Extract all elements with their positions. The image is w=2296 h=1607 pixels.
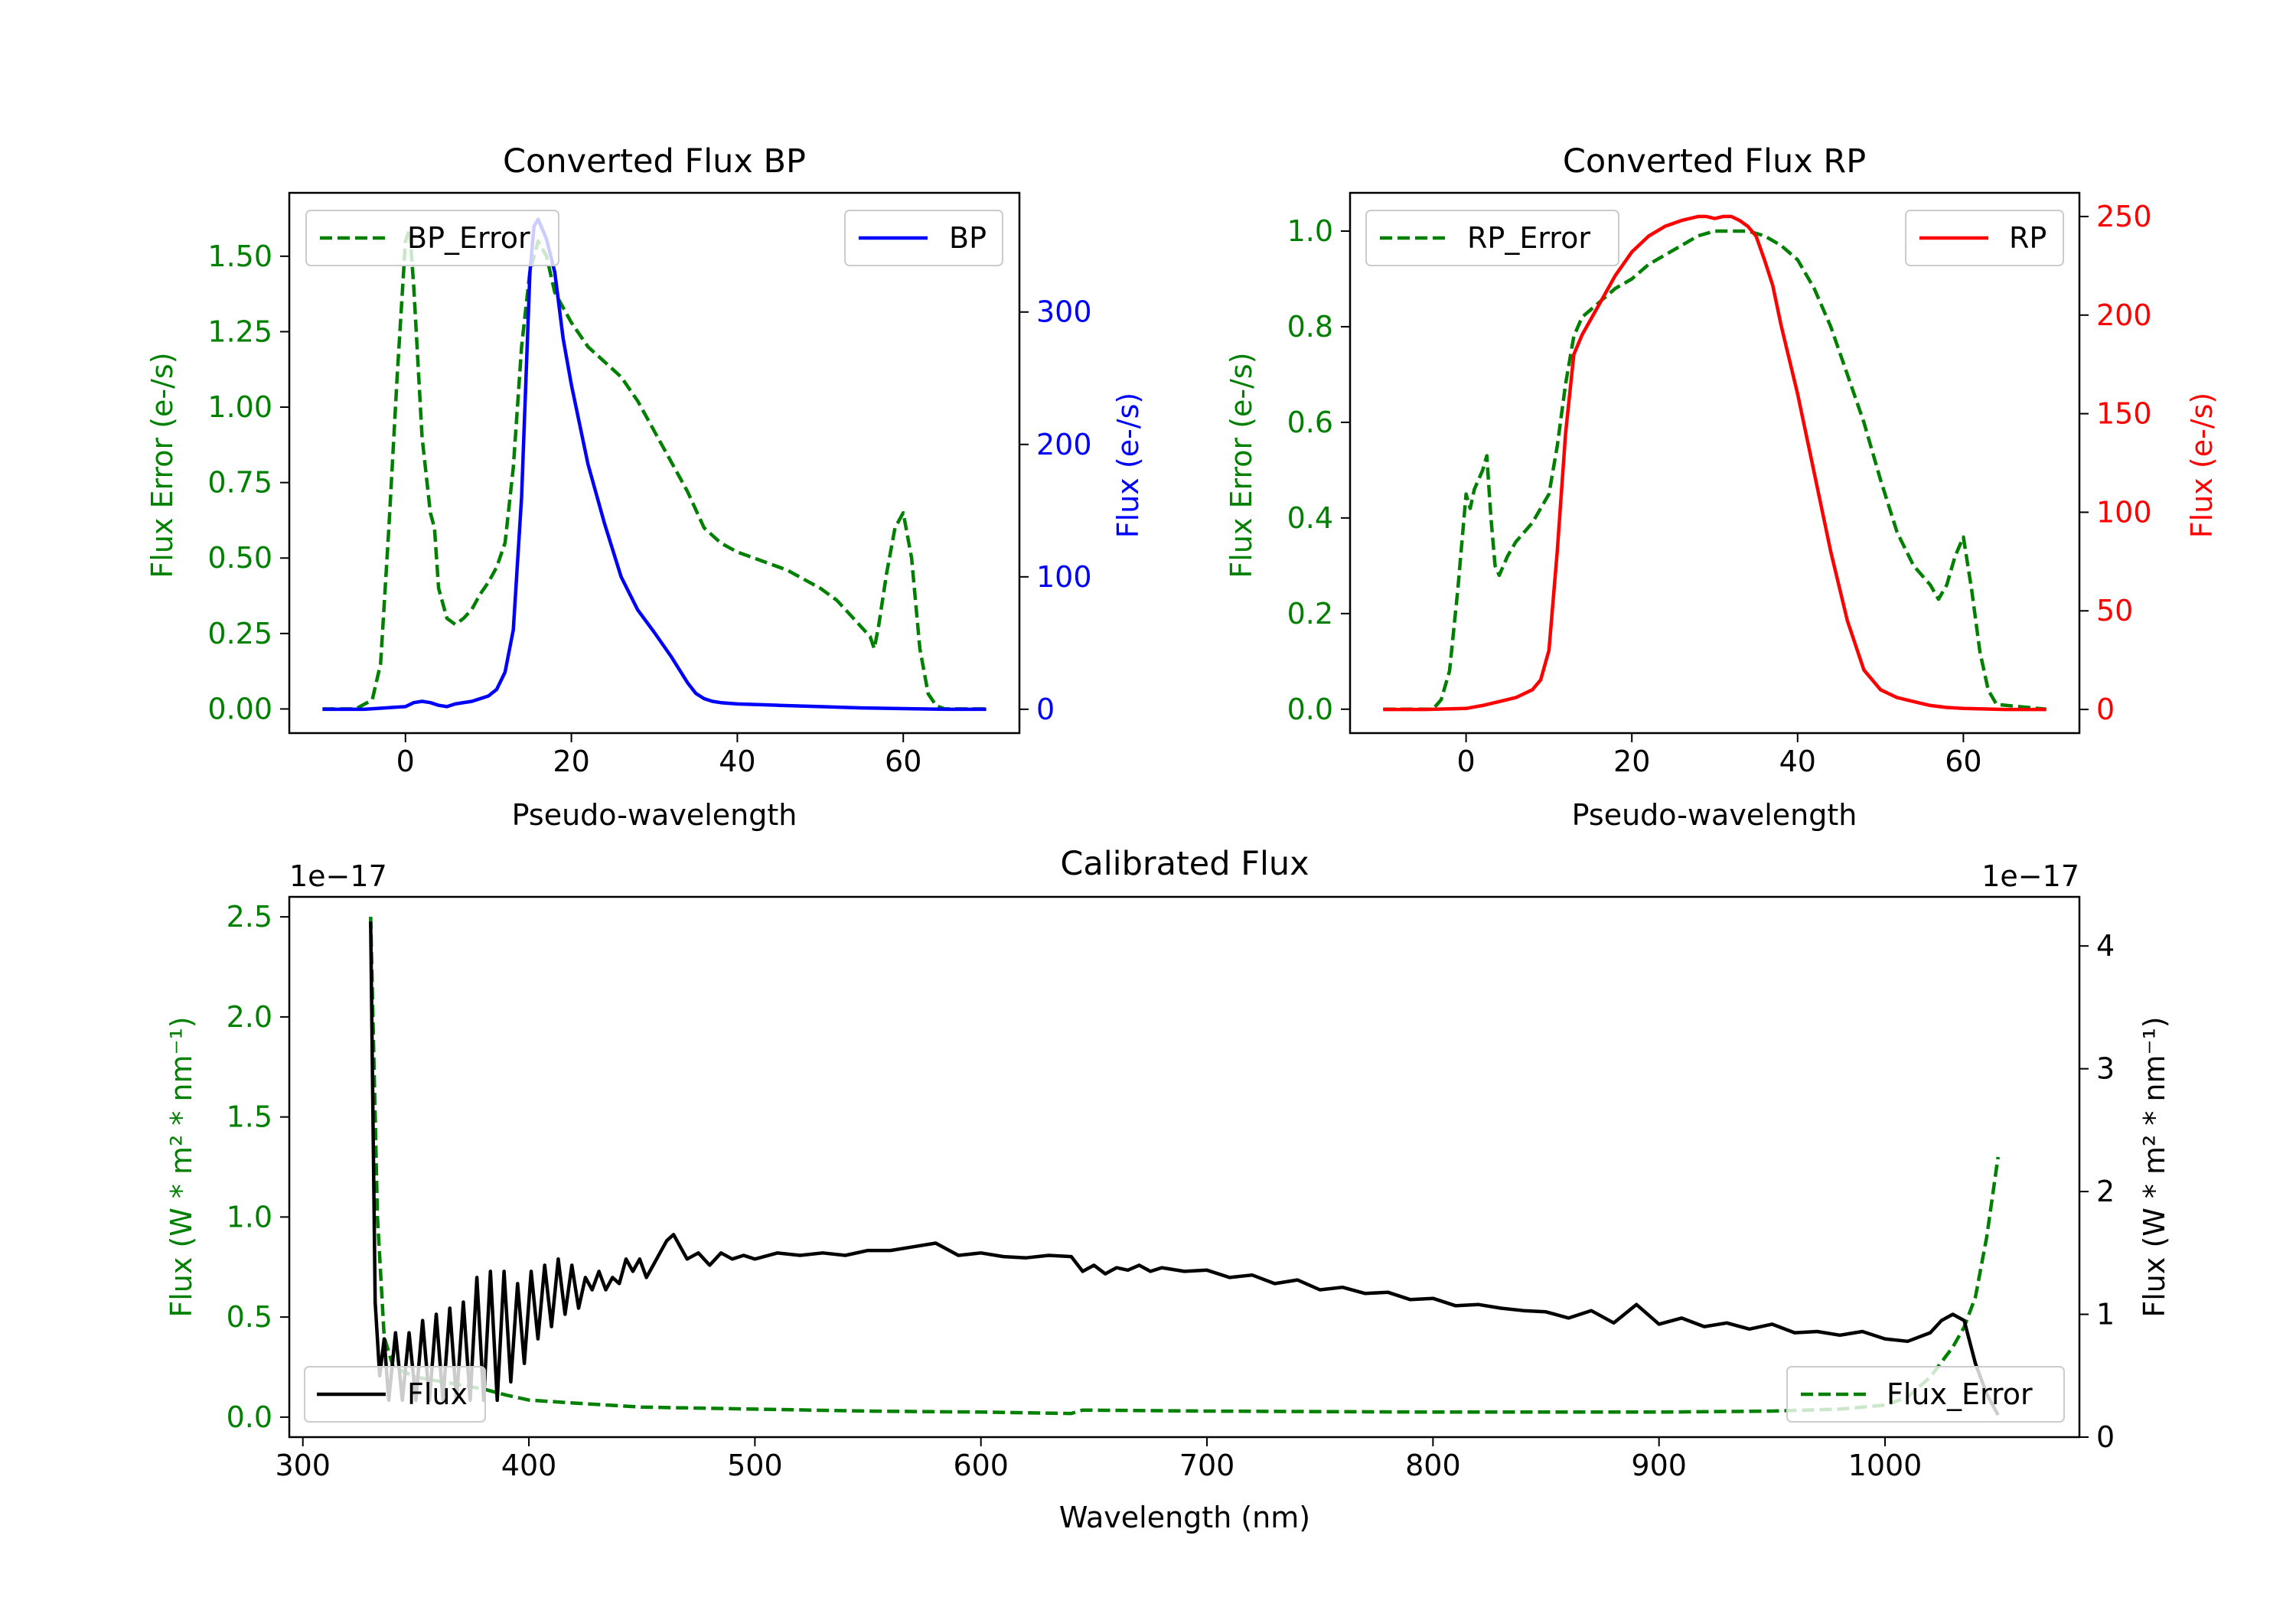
cal-x-tick-label: 800 <box>1405 1449 1461 1482</box>
cal-legend-right-label: Flux_Error <box>1887 1377 2033 1411</box>
bp-y-right-label: Flux (e-/s) <box>1111 393 1145 538</box>
rp-y-left-tick-label: 0.2 <box>1287 597 1333 631</box>
bp-x-tick-label: 40 <box>719 745 755 778</box>
cal-y-right-tick-label: 1 <box>2096 1298 2115 1332</box>
rp-x-tick-label: 20 <box>1613 745 1650 778</box>
bp-series-bp <box>322 217 987 712</box>
cal-y-left-tick-label: 0.5 <box>227 1300 272 1334</box>
cal-y-left-tick-label: 1.5 <box>227 1100 272 1134</box>
bp-y-left-tick-label: 1.00 <box>207 390 272 424</box>
cal-x-tick-label: 900 <box>1631 1449 1687 1482</box>
rp-legend-left: RP_Error <box>1365 210 1619 266</box>
rp-y-right-tick-label: 100 <box>2096 495 2152 529</box>
rp-y-right-tick-label: 250 <box>2096 200 2152 233</box>
rp-y-right-label: Flux (e-/s) <box>2185 393 2219 538</box>
rp-legend-right-label: RP <box>2009 221 2047 255</box>
cal-y-right-tick-label: 4 <box>2096 929 2115 963</box>
rp-x-tick-label: 0 <box>1457 745 1476 778</box>
cal-plot-area: 300 400 500 600 700 800 900 1000 0.0 0.5 1.0 1.5 2.0… <box>227 900 2115 1482</box>
cal-y-left-tick-label: 0.0 <box>227 1400 272 1434</box>
bp-y-left-tick-label: 1.25 <box>207 315 272 348</box>
bp-panel: Converted Flux BP Pseudo-wavelength Flux… <box>145 142 1145 832</box>
cal-legend-left-box <box>304 1366 486 1423</box>
bp-y-right-tick-label: 100 <box>1036 560 1092 594</box>
cal-legend-left-label: Flux <box>407 1377 468 1411</box>
rp-y-right-tick-label: 150 <box>2096 397 2152 431</box>
cal-y-right-tick-label: 2 <box>2096 1175 2115 1208</box>
bp-y-left-tick-label: 0.75 <box>207 466 272 500</box>
bp-x-tick-label: 0 <box>396 745 415 778</box>
cal-x-tick-label: 500 <box>727 1449 783 1482</box>
rp-x-tick-label: 60 <box>1945 745 1981 778</box>
cal-offset-left: 1e−17 <box>289 859 387 893</box>
rp-y-left-tick-label: 0.8 <box>1287 310 1333 344</box>
rp-plot-area: 0 20 40 60 0.0 0.2 0.4 0.6 0.8 1.0 0 50 100 150 200 250 <box>1287 200 2152 778</box>
bp-legend-right-label: BP <box>949 221 987 255</box>
rp-x-label: Pseudo-wavelength <box>1572 798 1857 832</box>
cal-legend-right: Flux_Error <box>1786 1366 2065 1423</box>
bp-series-bp-error <box>322 227 987 711</box>
cal-offset-right: 1e−17 <box>1981 859 2079 893</box>
cal-x-tick-label: 600 <box>953 1449 1009 1482</box>
rp-legend-right: RP <box>1905 210 2064 266</box>
rp-series-rp <box>1383 214 2047 712</box>
bp-plot-area: 0 20 40 60 0.00 0.25 0.50 0.75 1.00 1.25 1.50 0 100 2… <box>207 217 1092 778</box>
bp-y-right-tick-label: 300 <box>1036 295 1092 329</box>
rp-legend-left-box <box>1365 210 1619 266</box>
rp-y-right-tick-label: 200 <box>2096 298 2152 332</box>
bp-legend-left-box <box>305 210 559 266</box>
cal-series-flux <box>369 921 2000 1416</box>
cal-legend-right-box <box>1786 1366 2065 1423</box>
cal-y-left-tick-label: 2.5 <box>227 900 272 934</box>
bp-y-left-tick-label: 0.50 <box>207 541 272 575</box>
rp-y-left-tick-label: 0.6 <box>1287 406 1333 439</box>
rp-title: Converted Flux RP <box>1563 142 1866 181</box>
cal-frame <box>288 895 2081 1439</box>
rp-x-tick-label: 40 <box>1779 745 1816 778</box>
bp-title: Converted Flux BP <box>503 142 806 181</box>
cal-x-label: Wavelength (nm) <box>1059 1501 1310 1534</box>
cal-y-right-tick-label: 0 <box>2096 1420 2115 1454</box>
cal-x-tick-label: 300 <box>275 1449 331 1482</box>
cal-y-left-tick-label: 2.0 <box>227 1000 272 1034</box>
bp-y-left-label: Flux Error (e-/s) <box>145 352 179 578</box>
bp-x-tick-label: 60 <box>885 745 921 778</box>
bp-y-right-tick-label: 0 <box>1036 693 1055 726</box>
bp-legend-left-label: BP_Error <box>407 221 530 255</box>
bp-y-right-tick-label: 200 <box>1036 428 1092 461</box>
cal-y-right-tick-label: 3 <box>2096 1052 2115 1086</box>
bp-frame <box>288 191 1021 735</box>
bp-x-tick-label: 20 <box>553 745 589 778</box>
cal-legend-left: Flux <box>304 1366 486 1423</box>
cal-x-tick-label: 700 <box>1179 1449 1235 1482</box>
rp-y-left-label: Flux Error (e-/s) <box>1225 352 1258 578</box>
rp-y-left-tick-label: 0.0 <box>1287 693 1333 726</box>
cal-x-tick-label: 400 <box>501 1449 557 1482</box>
cal-y-right-label: Flux (W * m² * nm⁻¹) <box>2138 1016 2171 1317</box>
cal-title: Calibrated Flux <box>1060 845 1309 883</box>
rp-panel: Converted Flux RP Pseudo-wavelength Flux… <box>1225 142 2219 832</box>
bp-y-left-tick-label: 1.50 <box>207 240 272 273</box>
cal-y-left-tick-label: 1.0 <box>227 1200 272 1234</box>
cal-panel: Calibrated Flux 1e−17 1e−17 Wavelength (… <box>165 845 2171 1534</box>
bp-legend-right: BP <box>844 210 1003 266</box>
rp-y-right-tick-label: 50 <box>2096 594 2133 627</box>
bp-x-label: Pseudo-wavelength <box>512 798 797 832</box>
rp-y-left-tick-label: 0.4 <box>1287 501 1333 535</box>
rp-y-right-tick-label: 0 <box>2096 693 2115 726</box>
bp-legend-left: BP_Error <box>305 210 559 266</box>
rp-frame <box>1349 191 2081 735</box>
cal-x-tick-label: 1000 <box>1848 1449 1923 1482</box>
bp-y-left-tick-label: 0.00 <box>207 692 272 725</box>
rp-legend-left-label: RP_Error <box>1467 221 1590 255</box>
bp-y-left-tick-label: 0.25 <box>207 617 272 650</box>
rp-y-left-tick-label: 1.0 <box>1287 214 1333 248</box>
cal-y-left-label: Flux (W * m² * nm⁻¹) <box>165 1016 198 1317</box>
